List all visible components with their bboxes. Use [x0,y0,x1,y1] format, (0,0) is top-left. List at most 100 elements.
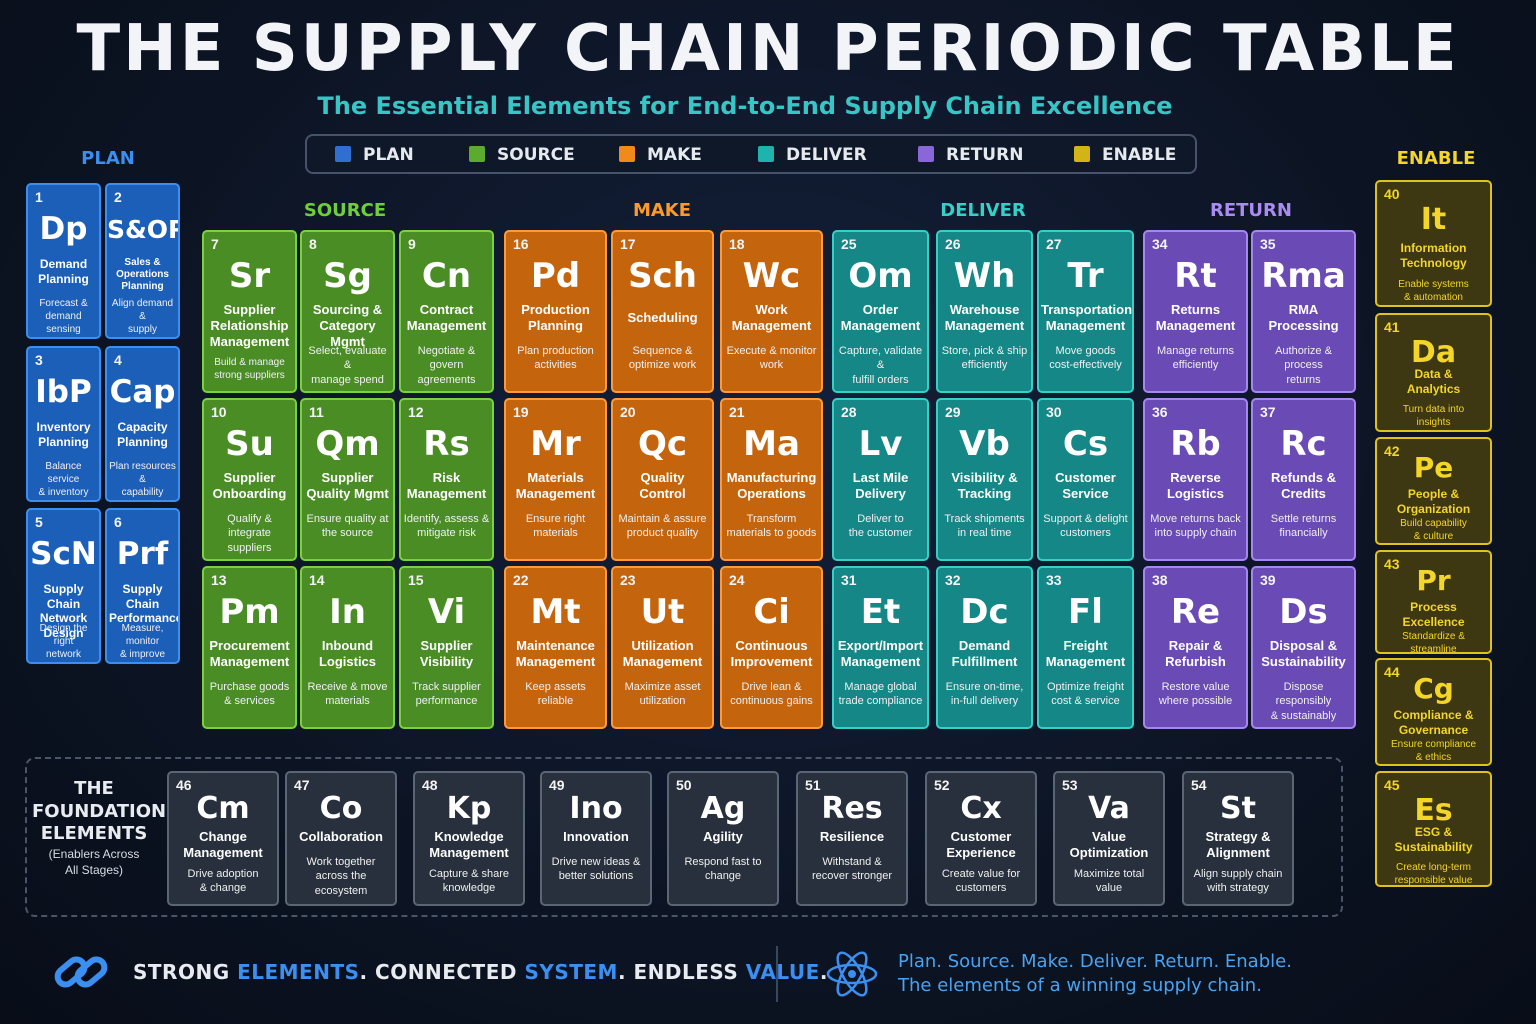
element-tile-vi: 15 Vi Supplier Visibility Track supplier perf… [399,566,494,729]
element-number: 26 [945,236,961,252]
element-description: Drive lean & continuous gains [730,681,813,708]
element-tile-mt: 22 Mt Maintenance Management Keep assets reli… [504,566,607,729]
element-symbol: Rs [423,424,470,464]
element-number: 41 [1384,319,1400,335]
element-symbol: Om [848,256,913,296]
element-number: 45 [1384,777,1400,793]
element-description: Capture, validate & fulfill orders [838,345,923,386]
element-symbol: Mt [530,592,581,632]
element-description: Measure, monitor & improve [119,623,165,660]
element-number: 24 [729,572,745,588]
element-name: Strategy & Alignment [1205,829,1271,860]
element-number: 39 [1260,572,1276,588]
element-description: Identify, assess & mitigate risk [403,513,490,540]
element-tile-es: 45 Es ESG & Sustainability Create long-term r… [1375,771,1492,887]
element-symbol: Et [860,592,901,632]
element-description: Maintain & assure product quality [618,513,707,540]
group-label-make: MAKE [632,200,692,221]
element-name: Reverse Logistics [1166,470,1225,501]
element-symbol: Rma [1261,256,1346,296]
legend-swatch [469,146,485,162]
element-description: Move returns back into supply chain [1150,513,1241,540]
element-tile-prf: 6 Prf Supply Chain Performance Measure, moni… [105,508,180,664]
element-description: Balance service & inventory [38,461,89,498]
element-name: Contract Management [406,302,487,333]
page-subtitle: The Essential Elements for End-to-End Su… [317,92,1173,120]
legend-item-return: RETURN [918,145,1023,165]
foundation-panel [25,757,1343,917]
footer-slogan-line-2: The elements of a winning supply chain. [898,975,1262,997]
element-tile-rb: 36 Rb Reverse Logistics Move returns back int… [1143,398,1248,561]
element-description: Create value for customers [941,868,1021,895]
element-tile-vb: 29 Vb Visibility & Tracking Track shipments i… [936,398,1033,561]
element-symbol: Cm [196,791,250,826]
element-tile-wh: 26 Wh Warehouse Management Store, pick & shi… [936,230,1033,393]
element-number: 23 [620,572,636,588]
tagline-system: SYSTEM [524,960,618,984]
element-tile-cs: 30 Cs Customer Service Support & delight cust… [1037,398,1134,561]
element-tile-sg: 8 Sg Sourcing & Category Mgmt Select, evalua… [300,230,395,393]
element-number: 25 [841,236,857,252]
element-tile-kp: 48 Kp Knowledge Management Capture & share kn… [413,771,525,906]
element-description: Qualify & integrate suppliers [227,513,272,554]
element-description: Build capability & culture [1400,518,1467,542]
element-name: Export/Import Management [837,638,924,669]
element-number: 12 [408,404,424,420]
element-number: 18 [729,236,745,252]
element-description: Track shipments in real time [944,513,1025,540]
group-label-return: RETURN [1210,200,1292,221]
element-number: 49 [549,777,565,793]
element-tile-rc: 37 Rc Refunds & Credits Settle returns financ… [1251,398,1356,561]
element-name: Disposal & Sustainability [1261,638,1346,669]
element-number: 2 [114,189,122,205]
element-description: Track supplier performance [412,681,481,708]
legend-label: MAKE [647,145,702,165]
element-symbol: Pe [1413,451,1454,484]
element-description: Manage global trade compliance [838,681,923,708]
element-description: Maximize asset utilization [624,681,701,708]
element-symbol: In [329,592,366,632]
element-tile-va: 53 Va Value Optimization Maximize total value [1053,771,1165,906]
element-symbol: Pr [1416,564,1451,597]
element-number: 5 [35,514,43,530]
element-symbol: Tr [1067,256,1104,296]
element-number: 9 [408,236,416,252]
element-name: Supplier Onboarding [212,470,287,501]
element-symbol: Prf [116,536,169,572]
element-symbol: Wh [953,256,1016,296]
element-number: 10 [211,404,227,420]
element-number: 48 [422,777,438,793]
element-tile-pd: 16 Pd Production Planning Plan production act… [504,230,607,393]
element-number: 38 [1152,572,1168,588]
element-symbol: Cx [960,791,1002,826]
element-description: Ensure compliance & ethics [1390,739,1477,763]
element-symbol: ScN [30,536,97,572]
element-name: Quality Control [639,470,686,501]
atom-icon [826,951,878,997]
element-number: 47 [294,777,310,793]
element-name: Warehouse Management [944,302,1025,333]
element-tile-cn: 9 Cn Contract Management Negotiate & govern a… [399,230,494,393]
element-tile-ma: 21 Ma Manufacturing Operations Transform mate… [720,398,823,561]
element-number: 15 [408,572,424,588]
element-name: Change Management [183,829,263,860]
page-title: THE SUPPLY CHAIN PERIODIC TABLE [76,12,1460,86]
element-tile-qc: 20 Qc Quality Control Maintain & assure produ… [611,398,714,561]
element-name: Information Technology [1400,241,1467,270]
legend-label: ENABLE [1102,145,1177,165]
element-symbol: Co [319,791,363,826]
legend-label: RETURN [946,145,1024,165]
element-number: 31 [841,572,857,588]
element-symbol: IbP [35,374,92,410]
legend-swatch [335,146,351,162]
element-symbol: Sr [228,256,271,296]
element-tile-it: 40 It Information Technology Enable systems &… [1375,180,1492,307]
element-description: Authorize & process returns [1275,345,1332,386]
legend-swatch [758,146,774,162]
element-description: Purchase goods & services [209,681,290,708]
element-tile-cap: 4 Cap Capacity Planning Plan resources & capa… [105,346,180,502]
element-symbol: Res [821,791,883,826]
element-tile-pe: 42 Pe People & Organization Build capability… [1375,437,1492,545]
element-number: 8 [309,236,317,252]
element-symbol: Sg [323,256,372,296]
